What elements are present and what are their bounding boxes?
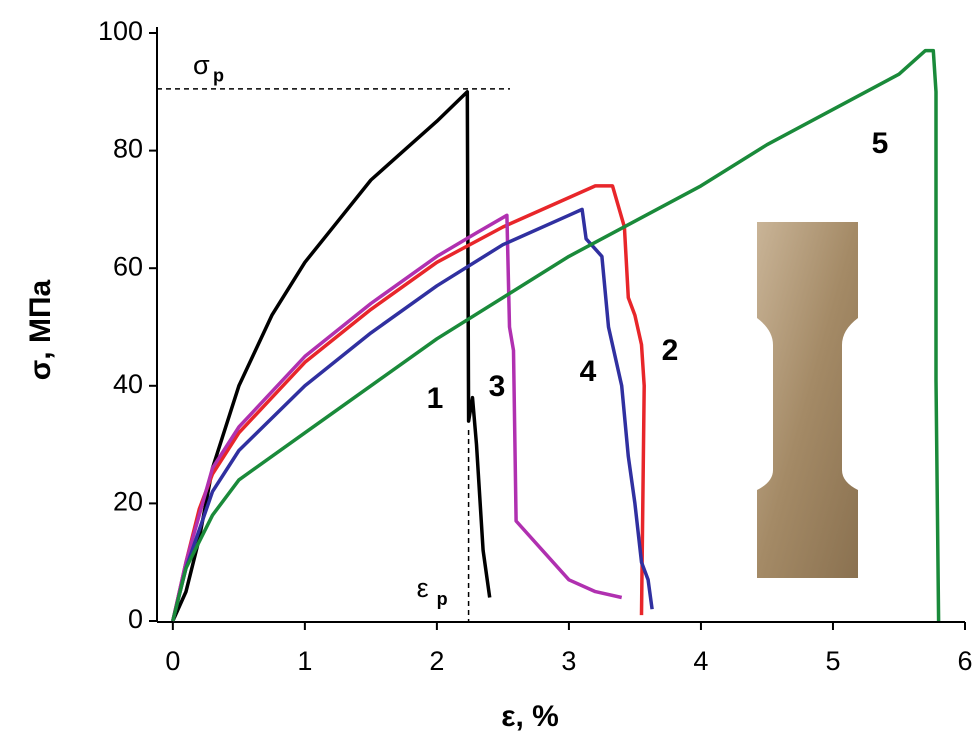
x-tick-label: 4 bbox=[693, 646, 708, 676]
y-tick-label: 0 bbox=[128, 604, 143, 634]
curve-label: 4 bbox=[580, 355, 597, 388]
annotation-symbol: σ bbox=[193, 50, 210, 80]
curve-label: 1 bbox=[427, 382, 444, 415]
x-tick-label: 5 bbox=[825, 646, 840, 676]
annotation-subscript: p bbox=[437, 589, 448, 609]
annotation-symbol: ε bbox=[417, 573, 429, 603]
x-tick-label: 1 bbox=[297, 646, 312, 676]
x-tick-label: 3 bbox=[561, 646, 576, 676]
y-tick-label: 40 bbox=[113, 369, 143, 399]
y-axis-label: σ, МПа bbox=[24, 279, 57, 380]
x-tick-label: 6 bbox=[957, 646, 972, 676]
y-tick-label: 60 bbox=[113, 251, 143, 281]
curve bbox=[173, 215, 622, 621]
curve bbox=[173, 186, 644, 621]
annotation-subscript: p bbox=[213, 66, 224, 86]
curve-label: 2 bbox=[662, 334, 679, 367]
chart: ε, % σ, МПа 0204060801000123456σpεp12345 bbox=[0, 0, 973, 751]
y-tick-label: 100 bbox=[98, 16, 143, 46]
curve bbox=[173, 209, 652, 621]
curve-label: 5 bbox=[872, 127, 889, 160]
specimen-photo bbox=[757, 222, 858, 578]
y-tick-label: 80 bbox=[113, 134, 143, 164]
curve bbox=[173, 92, 490, 621]
curve-label: 3 bbox=[489, 370, 506, 403]
y-tick-label: 20 bbox=[113, 487, 143, 517]
x-tick-label: 2 bbox=[429, 646, 444, 676]
x-axis-label: ε, % bbox=[501, 700, 559, 733]
x-tick-label: 0 bbox=[165, 646, 180, 676]
